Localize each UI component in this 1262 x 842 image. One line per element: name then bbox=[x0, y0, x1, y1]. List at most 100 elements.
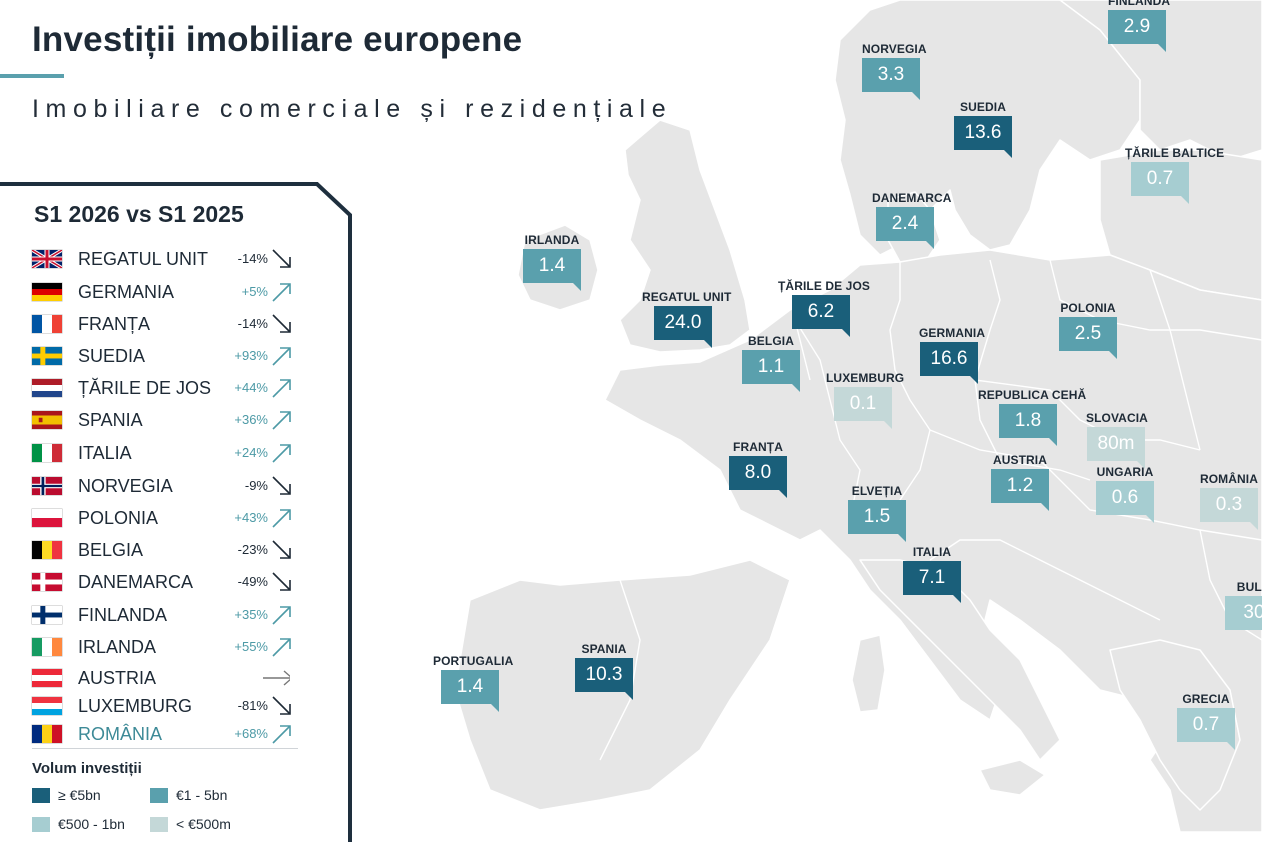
map-country-name: POLONIA bbox=[1060, 301, 1116, 315]
map-value-badge: 2.4 bbox=[876, 207, 934, 249]
legend-change-value: +68% bbox=[234, 726, 268, 741]
map-value-badge: 2.9 bbox=[1108, 10, 1166, 52]
legend-change-value: -14% bbox=[237, 251, 268, 266]
map-label-spania: SPANIA 10.3 bbox=[575, 642, 633, 700]
legend-change-value: +44% bbox=[234, 380, 268, 395]
map-country-name: SPANIA bbox=[581, 642, 627, 656]
volume-swatch bbox=[32, 788, 50, 803]
map-label-germania: GERMANIA 16.6 bbox=[919, 326, 986, 384]
legend-country-name: BELGIA bbox=[78, 540, 144, 560]
title-accent-bar bbox=[0, 74, 64, 78]
map-country-name: ȚĂRILE DE JOS bbox=[778, 279, 870, 293]
legend-row: ȚĂRILE DE JOS +44% bbox=[0, 374, 300, 402]
map-country-name: PORTUGALIA bbox=[433, 654, 514, 668]
legend-divider bbox=[32, 748, 298, 749]
legend-change-value: -81% bbox=[237, 698, 268, 713]
map-value-badge: 0.1 bbox=[834, 387, 892, 429]
map-label-elveția: ELVEȚIA 1.5 bbox=[848, 484, 906, 542]
page-subtitle: Imobiliare comerciale și rezidențiale bbox=[32, 95, 673, 123]
map-country-name: BULG bbox=[1236, 580, 1262, 594]
map-country-name: FRANȚA bbox=[733, 440, 783, 454]
map-country-name: UNGARIA bbox=[1096, 465, 1154, 479]
volume-legend-title: Volum investiții bbox=[32, 760, 142, 777]
page-title: Investiții imobiliare europene bbox=[32, 20, 523, 59]
map-value-badge: 1.4 bbox=[523, 249, 581, 291]
map-country-name: DANEMARCA bbox=[872, 191, 952, 205]
map-label-portugalia: PORTUGALIA 1.4 bbox=[433, 654, 514, 712]
map-label-italia: ITALIA 7.1 bbox=[903, 545, 961, 603]
volume-legend-label: €1 - 5bn bbox=[176, 787, 228, 803]
legend-row: NORVEGIA -9% bbox=[0, 472, 300, 500]
map-value-badge: 8.0 bbox=[729, 456, 787, 498]
map-value-badge: 0.3 bbox=[1200, 488, 1258, 530]
map-country-name: GRECIA bbox=[1182, 692, 1230, 706]
map-value-badge: 1.4 bbox=[441, 670, 499, 712]
map-label-franța: FRANȚA 8.0 bbox=[729, 440, 787, 498]
legend-country-name: IRLANDA bbox=[78, 637, 157, 657]
land-britain bbox=[619, 119, 751, 353]
map-value-badge: 10.3 bbox=[575, 658, 633, 700]
legend-change-value: +24% bbox=[234, 445, 268, 460]
legend-row: SPANIA +36% bbox=[0, 406, 300, 434]
legend-country-name: ITALIA bbox=[78, 443, 132, 463]
map-country-name: ITALIA bbox=[912, 545, 952, 559]
map-label-irlanda: IRLANDA 1.4 bbox=[523, 233, 581, 291]
map-value-badge: 3.3 bbox=[862, 58, 920, 100]
volume-legend-label: < €500m bbox=[176, 816, 231, 832]
comparison-title: S1 2026 vs S1 2025 bbox=[34, 201, 244, 227]
map-country-name: ROMÂNIA bbox=[1199, 472, 1259, 486]
legend-row: ITALIA +24% bbox=[0, 439, 300, 467]
flag-fi-icon bbox=[32, 606, 62, 624]
map-value-badge: 1.5 bbox=[848, 500, 906, 542]
legend-row: BELGIA -23% bbox=[0, 536, 300, 564]
legend-change-value: -23% bbox=[237, 542, 268, 557]
land-sardinia bbox=[851, 634, 886, 713]
legend-change-value: +35% bbox=[234, 607, 268, 622]
legend-change-value: +43% bbox=[234, 510, 268, 525]
legend-country-name: NORVEGIA bbox=[78, 476, 173, 496]
legend-row: IRLANDA +55% bbox=[0, 633, 300, 661]
flag-dk-icon bbox=[32, 573, 62, 591]
map-value-badge: 13.6 bbox=[954, 116, 1012, 158]
legend-change-value: +55% bbox=[234, 639, 268, 654]
map-label-danemarca: DANEMARCA 2.4 bbox=[872, 191, 952, 249]
map-value-badge: 0.7 bbox=[1131, 162, 1189, 204]
legend-country-name: LUXEMBURG bbox=[78, 696, 193, 716]
map-country-name: SLOVACIA bbox=[1086, 411, 1148, 425]
legend-row: ROMÂNIA +68% bbox=[0, 720, 300, 748]
legend-country-name: ȚĂRILE DE JOS bbox=[78, 378, 212, 398]
legend-country-name: POLONIA bbox=[78, 508, 159, 528]
legend-country-name: FRANȚA bbox=[78, 314, 150, 334]
flag-nl-icon bbox=[32, 379, 62, 397]
map-label-belgia: BELGIA 1.1 bbox=[742, 334, 800, 392]
flag-lu-icon bbox=[32, 697, 62, 715]
volume-swatch bbox=[32, 817, 50, 832]
legend-row: DANEMARCA -49% bbox=[0, 568, 300, 596]
legend-row: AUSTRIA bbox=[0, 664, 300, 692]
land-continent bbox=[604, 249, 1262, 832]
map-value-badge: 2.5 bbox=[1059, 317, 1117, 359]
map-label-luxemburg: LUXEMBURG 0.1 bbox=[826, 371, 904, 429]
map-label-austria: AUSTRIA 1.2 bbox=[991, 453, 1049, 511]
map-label-republica-cehă: REPUBLICA CEHĂ 1.8 bbox=[978, 388, 1086, 446]
flag-se-icon bbox=[32, 347, 62, 365]
map-label-norvegia: NORVEGIA 3.3 bbox=[862, 42, 926, 100]
map-value-badge: 80m bbox=[1087, 427, 1145, 469]
legend-change-value: -9% bbox=[244, 478, 268, 493]
map-value-badge: 0.6 bbox=[1096, 481, 1154, 523]
flag-de-icon bbox=[32, 283, 62, 301]
map-country-name: REGATUL UNIT bbox=[642, 290, 732, 304]
map-value-badge: 6.2 bbox=[792, 295, 850, 337]
map-label-românia: ROMÂNIA 0.3 bbox=[1196, 472, 1262, 530]
flag-pl-icon bbox=[32, 509, 62, 527]
map-label-regatul-unit: REGATUL UNIT 24.0 bbox=[642, 290, 732, 348]
volume-legend-label: €500 - 1bn bbox=[58, 816, 125, 832]
flag-it-icon bbox=[32, 444, 62, 462]
legend-panel bbox=[0, 182, 352, 842]
map-country-name: BELGIA bbox=[748, 334, 794, 348]
map-country-name: SUEDIA bbox=[960, 100, 1006, 114]
flag-fr-icon bbox=[32, 315, 62, 333]
map-value-badge: 24.0 bbox=[654, 306, 712, 348]
map-country-name: GERMANIA bbox=[919, 326, 986, 340]
